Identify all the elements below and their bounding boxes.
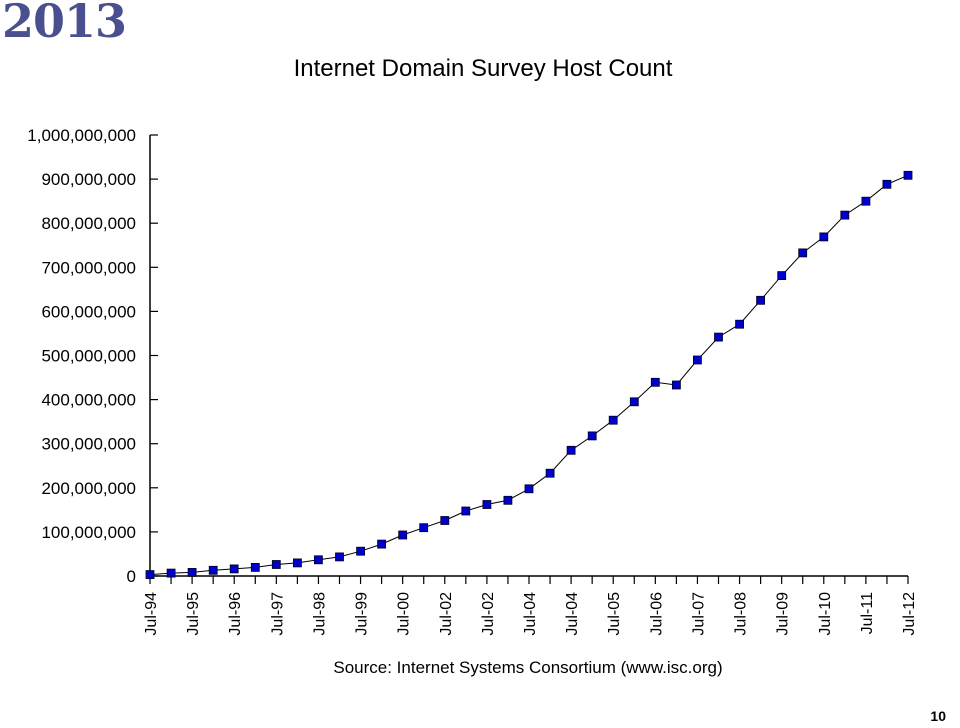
y-tick-label: 500,000,000 [41,347,136,366]
x-tick-label: Jul-00 [396,592,413,636]
x-tick-label: Jul-04 [564,592,581,636]
data-point [777,271,787,281]
y-tick-label: 1,000,000,000 [27,126,136,145]
series-host-count [145,170,913,579]
data-point [335,552,344,562]
data-point [882,179,892,189]
x-tick-label: Jul-10 [817,592,834,636]
data-point [313,555,323,565]
y-tick-label: 400,000,000 [41,391,136,410]
data-point [756,295,765,305]
data-point [461,506,471,516]
data-point [208,565,218,575]
data-point [714,332,723,342]
x-tick-label: Jul-12 [901,592,918,636]
data-point [903,170,913,180]
y-tick-label: 700,000,000 [41,258,136,277]
data-point [250,563,260,572]
series-line [149,174,909,576]
y-tick-label: 600,000,000 [41,302,136,321]
x-tick-label: Jul-97 [269,592,286,636]
data-point [819,232,829,242]
x-tick-label: Jul-95 [185,592,202,636]
y-tick-label: 200,000,000 [41,479,136,498]
data-point [398,530,408,540]
y-axis-ticks: 0 100,000,000 200,000,000 300,000,000 400,00… [27,126,158,586]
y-tick-label: 100,000,000 [41,523,136,542]
data-point [377,539,387,549]
data-point [503,495,513,505]
data-point [735,319,744,329]
x-tick-label: Jul-11 [859,592,876,634]
y-tick-label: 300,000,000 [41,435,136,454]
data-point [187,568,197,577]
data-point [356,546,366,556]
x-tick-label: Jul-04 [522,592,539,636]
x-tick-label: Jul-06 [648,592,665,636]
data-point [440,516,450,525]
data-point [229,564,239,574]
x-tick-label: Jul-94 [143,592,160,636]
data-point [693,355,702,365]
data-point [482,500,492,509]
x-tick-label: Jul-09 [775,592,792,636]
data-point [629,397,639,407]
data-point [650,377,660,387]
data-point [271,560,281,569]
x-tick-label: Jul-07 [690,592,707,636]
data-point [840,210,850,220]
y-tick-label: 900,000,000 [41,170,136,189]
data-point [861,196,871,206]
data-point [587,431,597,441]
data-point [798,248,808,258]
page-number: 10 [930,708,946,724]
x-tick-label: Jul-02 [480,592,497,636]
slide-year: 2013 [2,0,127,48]
data-point [145,570,155,579]
data-point [524,484,534,494]
data-point [419,523,429,533]
data-point [292,558,302,568]
y-tick-label: 0 [127,567,136,586]
x-tick-label: Jul-96 [227,592,244,636]
data-point [566,445,576,455]
x-tick-label: Jul-05 [606,592,623,636]
data-point [608,415,618,425]
x-tick-label: Jul-98 [311,592,328,636]
x-tick-label: Jul-08 [733,592,750,636]
chart-title: Internet Domain Survey Host Count [294,55,673,82]
data-point [166,568,176,578]
y-tick-label: 800,000,000 [41,214,136,233]
axes [149,135,908,577]
x-tick-label: Jul-99 [354,592,371,636]
data-point [545,468,555,478]
data-point [672,380,681,390]
x-tick-label: Jul-02 [438,592,455,636]
x-axis-ticks: Jul-94 Jul-95 Jul-96 Jul-97 Jul-98 Jul-99 Jul-… [143,576,918,636]
chart-source: Source: Internet Systems Consortium (www… [333,658,722,677]
